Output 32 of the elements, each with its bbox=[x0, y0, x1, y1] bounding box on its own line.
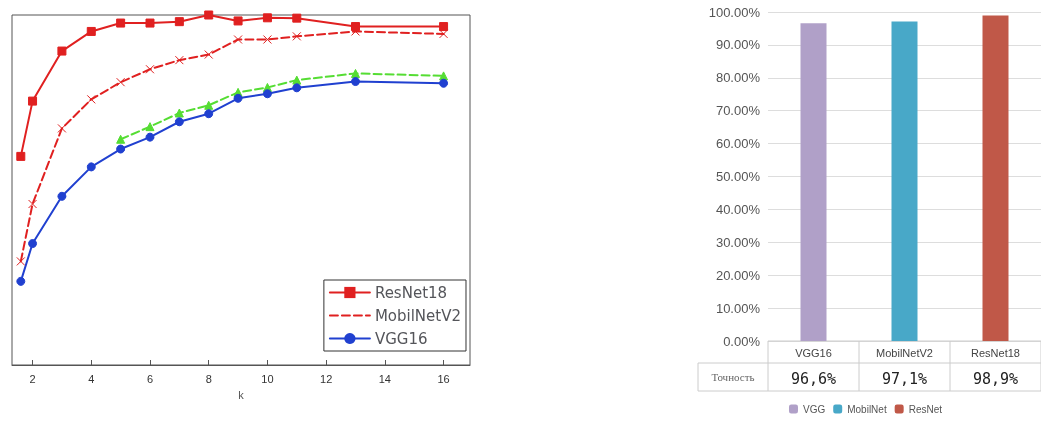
x-tick-label: 6 bbox=[146, 372, 154, 385]
x-tick-label: VGG16 bbox=[795, 346, 832, 359]
x-tick-label: 12 bbox=[320, 372, 333, 385]
legend-label: MobilNetV2 bbox=[374, 306, 462, 325]
legend-label: MobilNet bbox=[847, 403, 887, 415]
y-tick-label: 50.00% bbox=[715, 169, 761, 184]
x-axis-title: k bbox=[238, 388, 245, 401]
y-tick-label: 30.00% bbox=[715, 234, 761, 250]
x-tick-label: 16 bbox=[437, 372, 450, 385]
y-tick-label: 60.00% bbox=[715, 136, 761, 152]
y-tick-label: 90.00% bbox=[715, 37, 761, 53]
x-tick-label: 8 bbox=[205, 372, 212, 385]
x-tick-label: 2 bbox=[29, 372, 36, 385]
y-tick-label: 20.00% bbox=[715, 267, 761, 283]
y-tick-label: 100.00% bbox=[708, 4, 761, 20]
y-tick-label: 10.00% bbox=[715, 300, 761, 316]
text: Точность bbox=[711, 371, 755, 383]
y-tick-label: 0.00% bbox=[723, 333, 761, 349]
y-tick-label: 40.00% bbox=[715, 201, 761, 217]
x-tick-label: 10 bbox=[261, 372, 274, 385]
legend-label: VGG bbox=[802, 403, 826, 415]
x-tick-label: ResNet18 bbox=[971, 346, 1020, 359]
x-tick-label: 4 bbox=[88, 372, 95, 385]
data-label: 97,1% bbox=[881, 369, 928, 388]
legend-label: ResNet bbox=[908, 403, 943, 415]
data-label: 96,6% bbox=[790, 369, 837, 388]
x-tick-label: MobilNetV2 bbox=[876, 346, 933, 359]
x-tick-label: 14 bbox=[378, 372, 391, 385]
y-tick-label: 80.00% bbox=[715, 70, 761, 86]
data-label: 98,9% bbox=[972, 369, 1019, 388]
y-tick-label: 70.00% bbox=[715, 103, 761, 119]
legend-label: ResNet18 bbox=[374, 283, 448, 302]
